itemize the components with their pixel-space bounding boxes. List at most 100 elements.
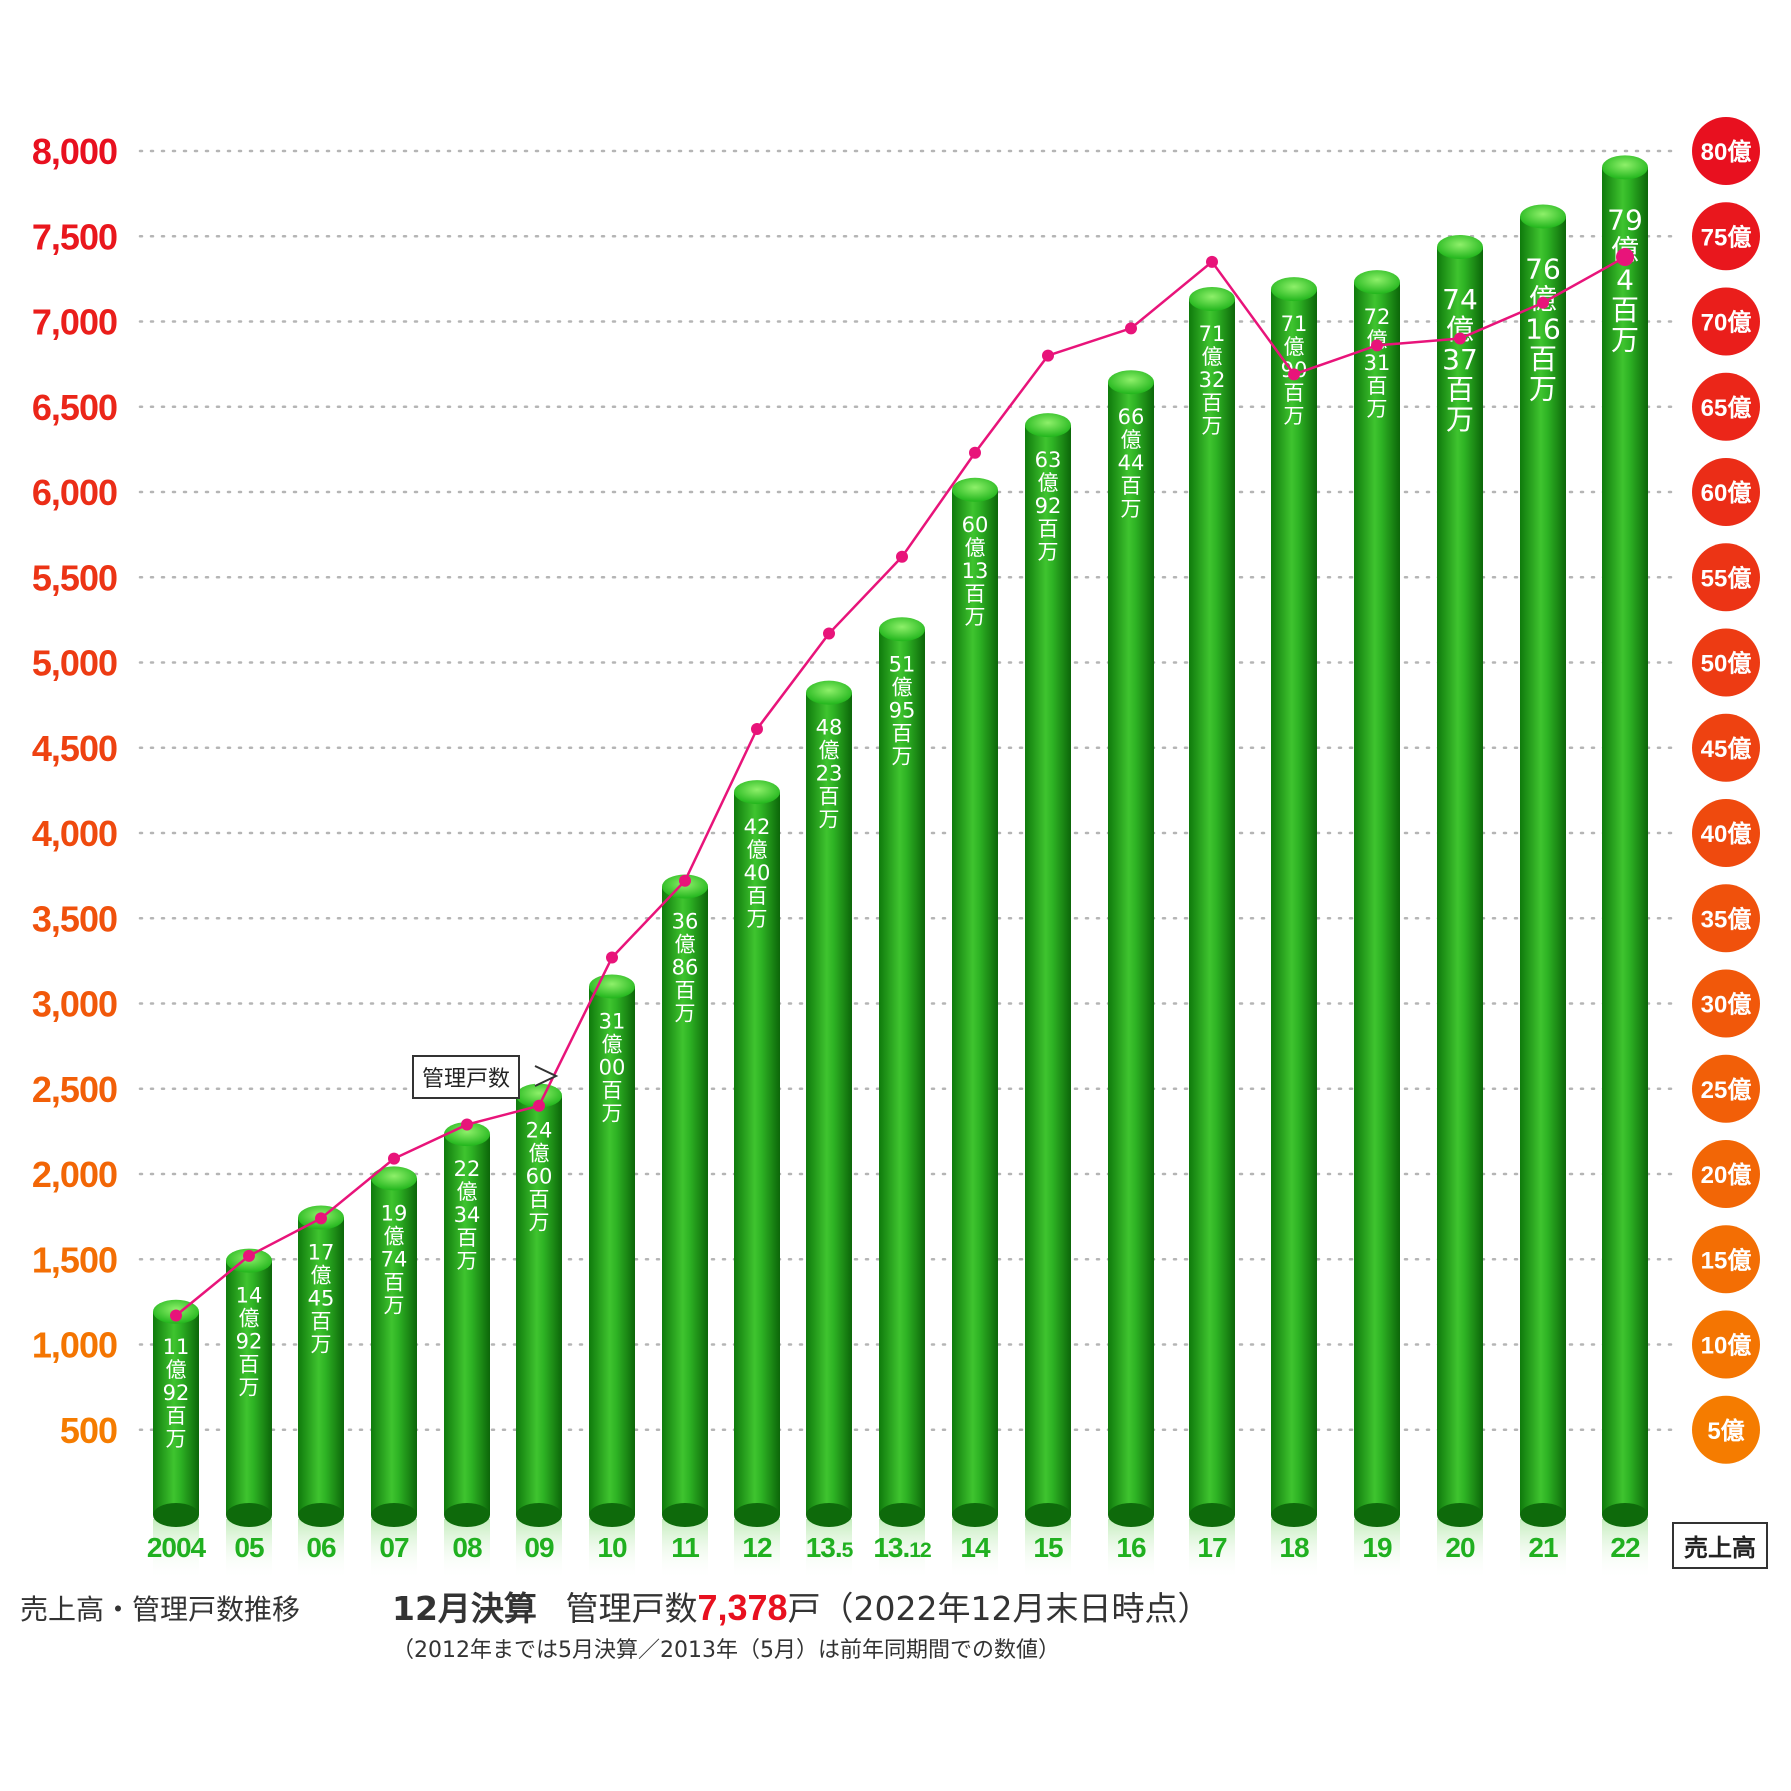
bar-data-label: 92 bbox=[236, 1330, 263, 1354]
right-axis-tick-label: 80億 bbox=[1701, 138, 1752, 166]
bar-cap bbox=[1189, 286, 1235, 311]
unit-count-point bbox=[606, 951, 618, 964]
bar-data-label: 63 bbox=[1035, 448, 1062, 472]
x-axis-tick-label: 15 bbox=[1033, 1532, 1063, 1563]
x-axis-tick-label: 17 bbox=[1197, 1532, 1227, 1563]
right-axis-tick-badge bbox=[1692, 969, 1760, 1038]
unit-count-line-path bbox=[175, 255, 1626, 1317]
bar-data-label: 万 bbox=[239, 1376, 260, 1400]
bar-data-label: 百 bbox=[529, 1188, 550, 1212]
bar-data-label: 億 bbox=[965, 536, 986, 560]
right-axis-tick: 40億 bbox=[1692, 799, 1760, 867]
bar-data-label: 億 bbox=[239, 1307, 260, 1331]
bar-reflection bbox=[734, 1519, 780, 1579]
right-axis-tick: 55億 bbox=[1692, 543, 1760, 612]
bar-data-label: 億 bbox=[892, 675, 913, 699]
bar-data-label: 4 bbox=[1616, 263, 1634, 296]
bar-body bbox=[806, 692, 852, 1515]
bar-data-label: 百 bbox=[1611, 293, 1639, 326]
bar-base bbox=[952, 1503, 998, 1527]
left-axis-tick-label: 6,000 bbox=[32, 472, 117, 513]
right-axis-tick: 60億 bbox=[1692, 458, 1760, 526]
bar-data-label: 億 bbox=[457, 1180, 478, 1204]
bar-data-label: 百 bbox=[602, 1078, 623, 1102]
right-axis-tick-label: 20億 bbox=[1701, 1161, 1752, 1189]
bar-base bbox=[734, 1503, 780, 1527]
bar-data-label: 百 bbox=[457, 1226, 478, 1250]
bar-data-label: 億 bbox=[1284, 335, 1305, 359]
line-series-label-arrow bbox=[534, 1065, 559, 1087]
chart-caption: 売上高・管理戸数推移 bbox=[20, 1593, 301, 1626]
bar-data-label: 31 bbox=[599, 1009, 626, 1033]
left-axis-tick-label: 6,500 bbox=[32, 387, 117, 428]
unit-count-point bbox=[1206, 255, 1218, 268]
bar-data-label: 37 bbox=[1442, 343, 1478, 376]
unit-count-point bbox=[969, 446, 981, 459]
unit-count-point bbox=[823, 627, 835, 640]
bar-body bbox=[662, 886, 708, 1515]
right-axis-tick: 10億 bbox=[1692, 1310, 1760, 1379]
left-axis-tick-label: 2,000 bbox=[32, 1154, 117, 1195]
bar-base bbox=[662, 1503, 708, 1527]
bar-cap bbox=[516, 1083, 562, 1108]
x-axis-tick-label: 13.12 bbox=[873, 1532, 931, 1563]
bar-data-label: 百 bbox=[1529, 342, 1557, 375]
unit-count-point bbox=[1125, 322, 1137, 335]
bar-data-label: 42 bbox=[744, 815, 771, 839]
bar-data-label: 億 bbox=[311, 1263, 332, 1287]
bar-data-label: 92 bbox=[163, 1381, 190, 1405]
bar-data-label: 74 bbox=[1442, 283, 1478, 316]
bar-reflection bbox=[952, 1519, 998, 1579]
bar-data-label: 万 bbox=[1038, 540, 1059, 564]
right-axis-tick-label: 50億 bbox=[1701, 650, 1752, 678]
right-axis-tick: 65億 bbox=[1692, 372, 1760, 441]
bar-data-label: 百 bbox=[1446, 373, 1474, 406]
bar-cap bbox=[444, 1122, 490, 1147]
left-axis-tick-label: 7,000 bbox=[32, 302, 117, 343]
bar-data-label: 76 bbox=[1525, 252, 1561, 285]
bar-base bbox=[153, 1503, 199, 1527]
bar-data-label: 14 bbox=[236, 1284, 263, 1308]
bar-cap bbox=[1437, 234, 1483, 259]
right-axis-tick-badge bbox=[1692, 1054, 1760, 1123]
line-series-label-pointer bbox=[534, 1065, 559, 1087]
bar-reflection bbox=[226, 1519, 272, 1579]
right-axis-tick-label: 60億 bbox=[1701, 479, 1752, 507]
bar-data-label: 万 bbox=[529, 1211, 550, 1235]
bar-base bbox=[1108, 1503, 1154, 1527]
right-axis-tick-badge bbox=[1692, 543, 1760, 612]
bar-body bbox=[1354, 282, 1400, 1515]
bars: 11億92百万14億92百万17億45百万19億74百万22億34百万24億60… bbox=[153, 155, 1648, 1579]
bar-body bbox=[298, 1217, 344, 1515]
bar-data-label: 万 bbox=[384, 1293, 405, 1317]
bar-body bbox=[1437, 246, 1483, 1516]
unit-count-point bbox=[243, 1249, 255, 1262]
bar-cap bbox=[734, 780, 780, 805]
unit-count-point bbox=[1454, 332, 1466, 345]
bar-cap bbox=[1271, 277, 1317, 302]
left-axis-tick-label: 5,000 bbox=[32, 643, 117, 684]
bar-data-label: 34 bbox=[454, 1203, 481, 1227]
x-axis-tick-label: 21 bbox=[1528, 1532, 1558, 1563]
bar-data-label: 71 bbox=[1281, 312, 1308, 336]
left-axis-tick-label: 3,500 bbox=[32, 898, 117, 939]
bar-data-label: 万 bbox=[1529, 372, 1557, 405]
bar-reflection bbox=[662, 1519, 708, 1579]
right-axis-tick: 15億 bbox=[1692, 1225, 1760, 1294]
right-axis-tick-label: 70億 bbox=[1701, 309, 1752, 337]
right-axis-tick: 5億 bbox=[1692, 1395, 1760, 1464]
left-axis-tick-label: 8,000 bbox=[32, 131, 117, 172]
bar-reflection bbox=[1602, 1519, 1648, 1579]
right-axis-tick: 80億 bbox=[1692, 117, 1760, 185]
bar-data-label: 45 bbox=[308, 1286, 335, 1310]
bar-data-label: 40 bbox=[744, 861, 771, 885]
bar-data-label: 17 bbox=[308, 1240, 335, 1264]
right-axis-tick-label: 35億 bbox=[1701, 905, 1752, 933]
footnote: （2012年までは5月決算／2013年（5月）は前年同期間での数値） bbox=[392, 1638, 1060, 1663]
bar-data-label: 億 bbox=[1121, 428, 1142, 452]
bar-data-label: 万 bbox=[675, 1002, 696, 1026]
